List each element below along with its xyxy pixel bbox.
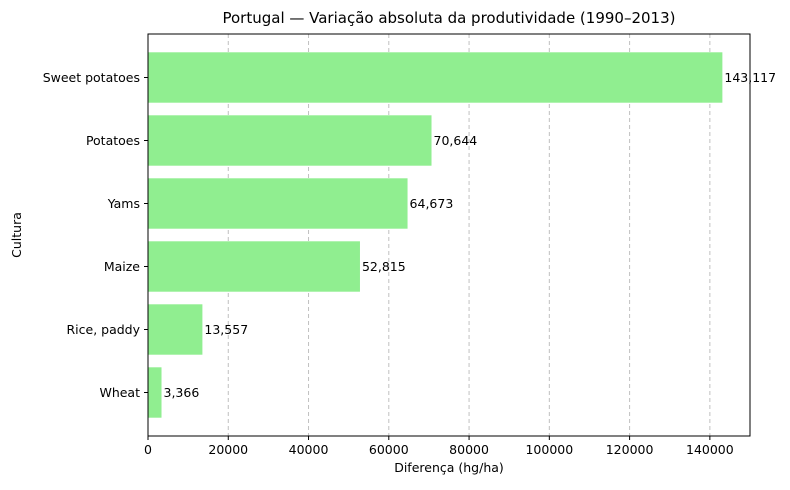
x-axis-title: Diferença (hg/ha) [394, 460, 504, 475]
y-axis-title: Cultura [9, 212, 24, 258]
bars [148, 52, 723, 418]
bar [148, 115, 432, 166]
bar [148, 241, 360, 292]
x-tick-label: 40000 [289, 442, 329, 457]
x-tick-label: 60000 [369, 442, 409, 457]
bar-value-label: 70,644 [434, 133, 478, 148]
y-tick-label: Wheat [99, 385, 140, 400]
bar [148, 178, 408, 229]
x-tick-label: 100000 [525, 442, 573, 457]
y-tick-label: Yams [107, 196, 140, 211]
y-tick-label: Potatoes [86, 133, 140, 148]
x-tick-label: 0 [144, 442, 152, 457]
x-axis-ticks: 0 20000 40000 60000 80000 100000 120000 140000 [144, 436, 734, 457]
x-tick-label: 120000 [606, 442, 654, 457]
x-tick-label: 80000 [449, 442, 489, 457]
bar-value-label: 3,366 [164, 385, 200, 400]
chart-title: Portugal — Variação absoluta da produtiv… [222, 9, 675, 27]
y-tick-label: Maize [104, 259, 140, 274]
x-tick-label: 20000 [208, 442, 248, 457]
plot-frame [147, 33, 751, 437]
x-tick-label: 140000 [686, 442, 734, 457]
bar [148, 52, 723, 103]
bar [148, 304, 203, 355]
y-tick-label: Sweet potatoes [43, 70, 140, 85]
bar-value-label: 13,557 [204, 322, 248, 337]
bar [148, 367, 162, 418]
y-axis-ticks: Sweet potatoes Potatoes Yams Maize Rice, pad… [43, 70, 148, 400]
y-tick-label: Rice, paddy [66, 322, 140, 337]
bar-value-label: 52,815 [362, 259, 406, 274]
bar-value-label: 64,673 [410, 196, 454, 211]
